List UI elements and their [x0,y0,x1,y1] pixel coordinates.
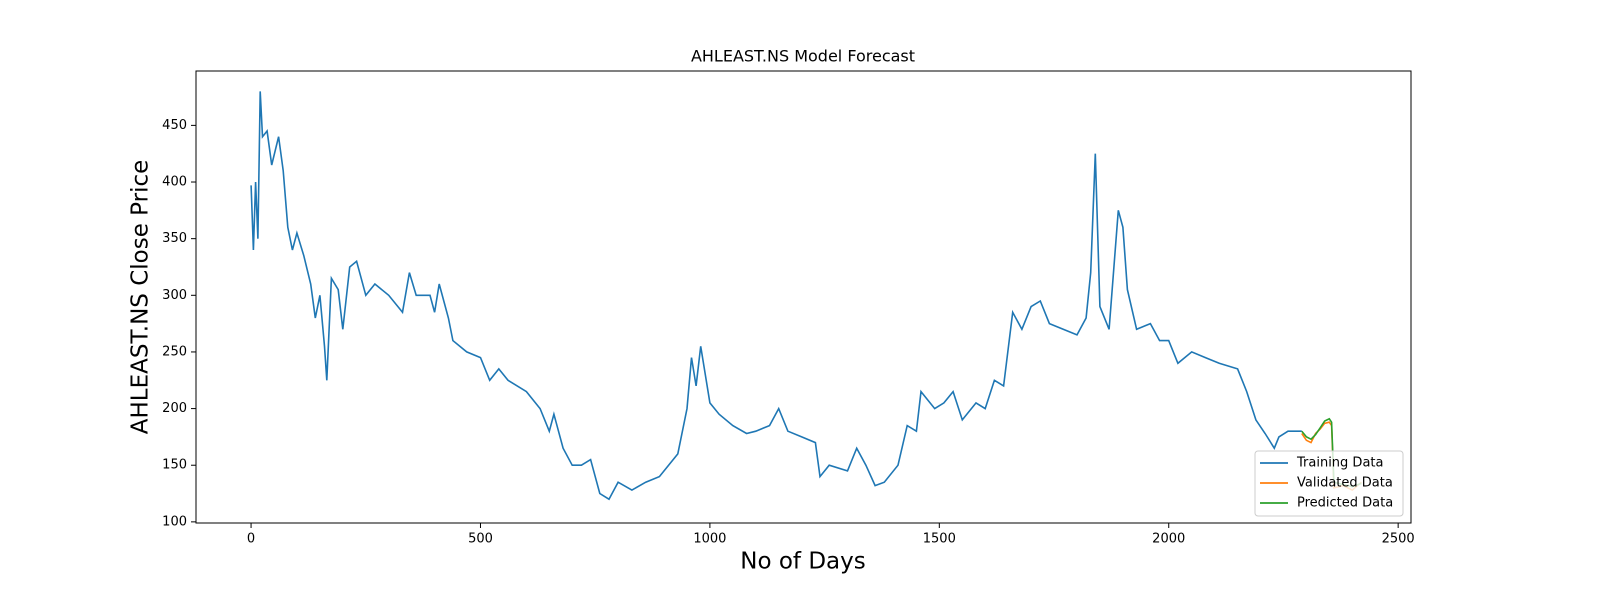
y-tick-label: 250 [162,344,187,359]
legend-label: Predicted Data [1297,496,1393,511]
x-axis-label: No of Days [740,549,865,575]
legend-label: Validated Data [1297,476,1393,491]
x-tick-label: 2500 [1382,532,1415,547]
y-tick-label: 400 [162,175,187,190]
y-tick-label: 100 [162,514,187,529]
y-tick-label: 300 [162,288,187,303]
y-tick-label: 150 [162,458,187,473]
legend-box [1254,450,1404,517]
x-tick-label: 1000 [693,532,726,547]
chart-title: AHLEAST.NS Model Forecast [691,47,915,66]
y-tick-label: 200 [162,401,187,416]
legend-label: Training Data [1296,456,1383,471]
plot-frame [195,70,1412,524]
x-tick-label: 2000 [1152,532,1185,547]
y-tick-label: 450 [162,118,187,133]
x-tick-label: 1500 [923,532,956,547]
y-axis-label: AHLEAST.NS Close Price [128,160,154,435]
series-line [250,91,1302,501]
x-tick-label: 0 [247,532,255,547]
x-tick-label: 500 [468,532,493,547]
y-tick-label: 350 [162,231,187,246]
